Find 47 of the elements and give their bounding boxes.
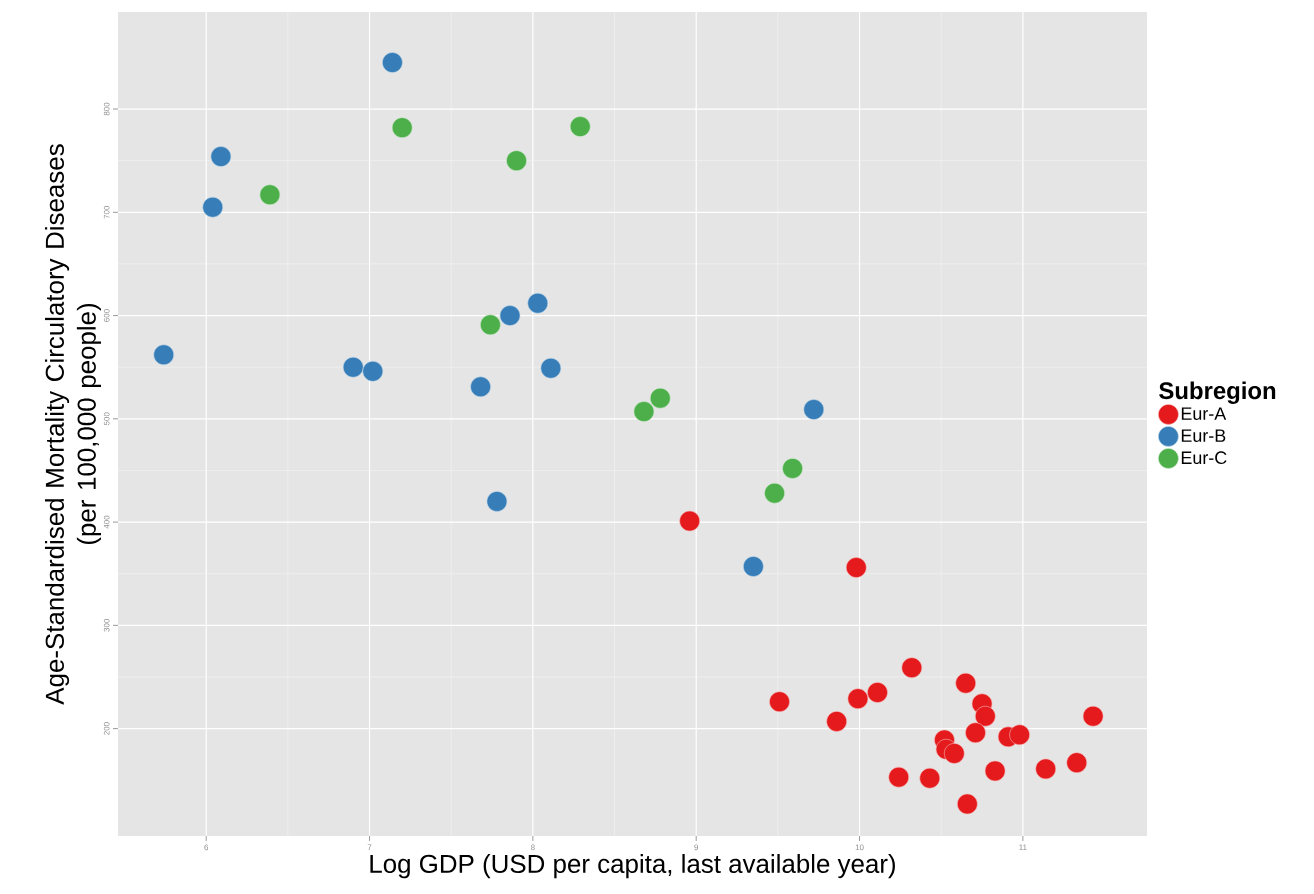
- point: [202, 196, 224, 218]
- point: [391, 117, 413, 138]
- point: [362, 361, 384, 382]
- point: [649, 387, 671, 409]
- point: [569, 116, 591, 137]
- point: [540, 357, 562, 379]
- point: [1035, 758, 1057, 780]
- legend-label: Eur-B: [1181, 429, 1226, 442]
- point: [153, 344, 175, 366]
- legend-label: Eur-C: [1181, 451, 1227, 465]
- point: [527, 292, 549, 314]
- point: [957, 793, 978, 815]
- point: [470, 376, 491, 398]
- legend-label: Eur-A: [1181, 407, 1227, 420]
- x-axis-title: Log GDP (USD per capita, last available year): [370, 854, 895, 879]
- legend-title: Subregion: [1159, 381, 1276, 404]
- point: [1009, 724, 1030, 746]
- point: [679, 510, 700, 532]
- point: [803, 399, 825, 420]
- point: [382, 52, 403, 73]
- point: [847, 688, 869, 709]
- point: [342, 356, 364, 378]
- point: [764, 482, 785, 504]
- point: [943, 743, 965, 764]
- y-axis-title: Age-Standardised Mortality Circulatory Diseases (per 100,000 people): [44, 144, 101, 705]
- point: [633, 401, 655, 422]
- point: [826, 711, 847, 732]
- point: [499, 305, 521, 326]
- point: [486, 491, 508, 512]
- point: [480, 314, 501, 336]
- point: [769, 691, 790, 713]
- point: [210, 146, 232, 167]
- point: [782, 458, 803, 479]
- point: [259, 184, 281, 206]
- point: [919, 767, 941, 789]
- point: [845, 557, 867, 578]
- point: [888, 766, 910, 788]
- point: [1066, 752, 1088, 773]
- point: [975, 705, 996, 727]
- point: [965, 722, 986, 744]
- point: [867, 682, 888, 703]
- point: [984, 760, 1006, 782]
- point: [955, 672, 976, 694]
- point: [743, 556, 764, 577]
- point: [901, 657, 923, 678]
- point: [1082, 705, 1104, 727]
- point: [506, 150, 527, 171]
